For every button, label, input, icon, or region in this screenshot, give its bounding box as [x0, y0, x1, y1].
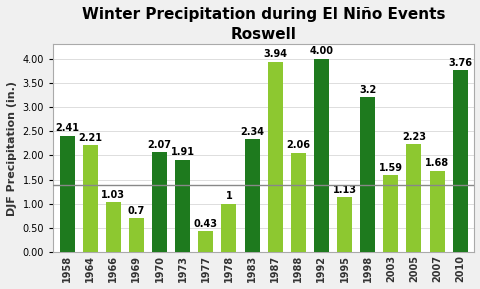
Bar [152, 152, 167, 252]
Text: 1.03: 1.03 [101, 190, 125, 200]
Text: 0.7: 0.7 [128, 206, 145, 216]
Bar [452, 71, 467, 252]
Title: Winter Precipitation during El Niño Events
Roswell: Winter Precipitation during El Niño Even… [82, 7, 444, 42]
Text: 3.2: 3.2 [358, 85, 375, 95]
Bar [336, 197, 351, 252]
Bar [83, 145, 97, 252]
Bar [360, 97, 374, 252]
Bar [267, 62, 282, 252]
Y-axis label: DJF Precipitation (in.): DJF Precipitation (in.) [7, 81, 17, 216]
Text: 2.06: 2.06 [286, 140, 310, 150]
Bar [244, 139, 259, 252]
Bar [60, 136, 74, 252]
Text: 2.23: 2.23 [401, 132, 425, 142]
Text: 2.41: 2.41 [55, 123, 79, 133]
Bar [429, 171, 444, 252]
Bar [313, 59, 328, 252]
Text: 4.00: 4.00 [309, 46, 333, 56]
Bar [406, 144, 420, 252]
Text: 3.94: 3.94 [263, 49, 287, 59]
Bar [175, 160, 190, 252]
Text: 1.13: 1.13 [332, 185, 356, 195]
Bar [129, 218, 144, 252]
Text: 1.68: 1.68 [424, 158, 448, 168]
Text: 0.43: 0.43 [193, 219, 217, 229]
Text: 2.07: 2.07 [147, 140, 171, 150]
Bar [106, 202, 120, 252]
Text: 2.21: 2.21 [78, 133, 102, 143]
Text: 1.91: 1.91 [170, 147, 194, 157]
Bar [221, 204, 236, 252]
Bar [290, 153, 305, 252]
Text: 3.76: 3.76 [447, 58, 471, 68]
Text: 1.59: 1.59 [378, 163, 402, 173]
Text: 1: 1 [225, 191, 232, 201]
Bar [383, 175, 397, 252]
Bar [198, 231, 213, 252]
Text: 2.34: 2.34 [240, 127, 264, 137]
